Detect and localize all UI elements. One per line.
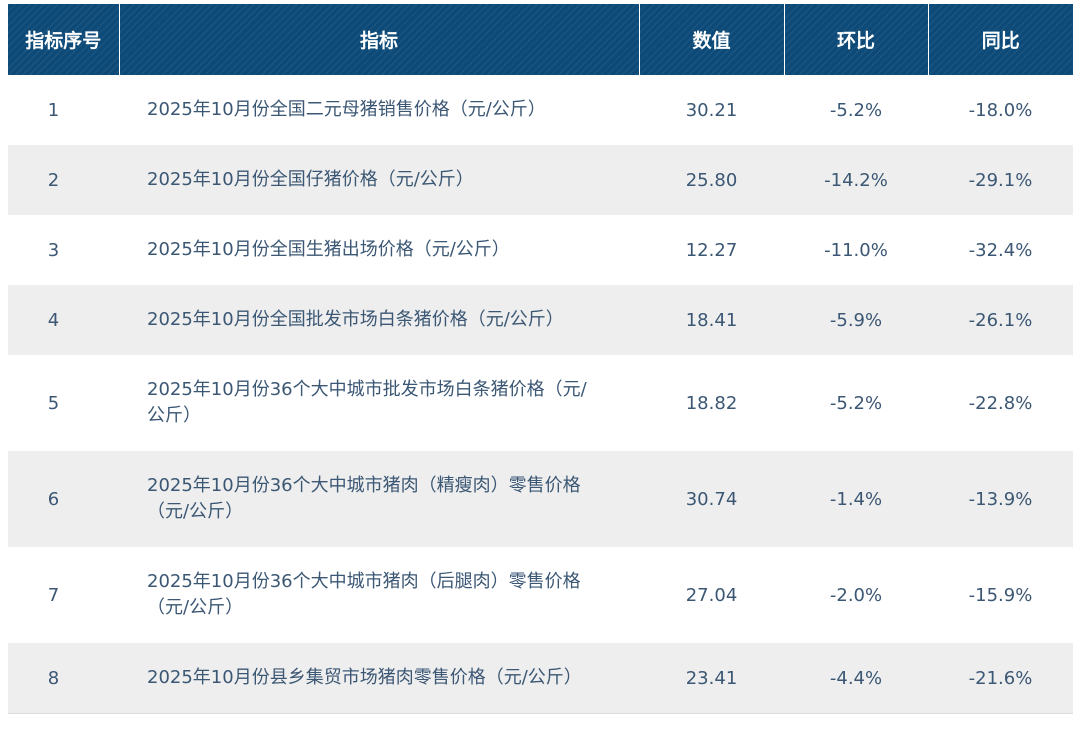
table-row: 2 2025年10月份全国仔猪价格（元/公斤） 25.80 -14.2% -29… xyxy=(8,145,1073,215)
row-year-on-year: -22.8% xyxy=(928,355,1073,451)
row-value: 23.41 xyxy=(639,643,784,714)
row-month-on-month: -14.2% xyxy=(784,145,928,215)
row-indicator-name: 2025年10月份县乡集贸市场猪肉零售价格（元/公斤） xyxy=(119,643,639,714)
row-indicator-name: 2025年10月份全国生猪出场价格（元/公斤） xyxy=(119,215,639,285)
row-index: 5 xyxy=(8,355,119,451)
row-month-on-month: -5.9% xyxy=(784,285,928,355)
row-indicator-name: 2025年10月份36个大中城市批发市场白条猪价格（元/公斤） xyxy=(119,355,639,451)
header-indicator: 指标 xyxy=(118,4,639,75)
row-index: 2 xyxy=(8,145,119,215)
row-month-on-month: -2.0% xyxy=(784,547,928,643)
row-month-on-month: -1.4% xyxy=(784,451,928,547)
row-indicator-name: 2025年10月份全国批发市场白条猪价格（元/公斤） xyxy=(119,285,639,355)
header-indicator-number: 指标序号 xyxy=(8,4,119,75)
table-row: 5 2025年10月份36个大中城市批发市场白条猪价格（元/公斤） 18.82 … xyxy=(8,355,1073,451)
row-value: 25.80 xyxy=(639,145,784,215)
row-year-on-year: -29.1% xyxy=(928,145,1073,215)
row-value: 30.74 xyxy=(639,451,784,547)
table-row: 8 2025年10月份县乡集贸市场猪肉零售价格（元/公斤） 23.41 -4.4… xyxy=(8,643,1073,714)
row-month-on-month: -11.0% xyxy=(784,215,928,285)
row-index: 7 xyxy=(8,547,119,643)
header-month-on-month: 环比 xyxy=(783,4,928,75)
header-year-on-year: 同比 xyxy=(927,4,1073,75)
table-header-row: 指标序号 指标 数值 环比 同比 xyxy=(8,4,1073,75)
row-year-on-year: -26.1% xyxy=(928,285,1073,355)
row-index: 6 xyxy=(8,451,119,547)
row-index: 3 xyxy=(8,215,119,285)
row-month-on-month: -4.4% xyxy=(784,643,928,714)
row-year-on-year: -18.0% xyxy=(928,75,1073,145)
row-indicator-name: 2025年10月份36个大中城市猪肉（后腿肉）零售价格（元/公斤） xyxy=(119,547,639,643)
row-year-on-year: -32.4% xyxy=(928,215,1073,285)
row-month-on-month: -5.2% xyxy=(784,75,928,145)
row-value: 27.04 xyxy=(639,547,784,643)
row-value: 18.82 xyxy=(639,355,784,451)
row-value: 30.21 xyxy=(639,75,784,145)
table-row: 4 2025年10月份全国批发市场白条猪价格（元/公斤） 18.41 -5.9%… xyxy=(8,285,1073,355)
table-row: 1 2025年10月份全国二元母猪销售价格（元/公斤） 30.21 -5.2% … xyxy=(8,75,1073,145)
row-year-on-year: -13.9% xyxy=(928,451,1073,547)
row-year-on-year: -21.6% xyxy=(928,643,1073,714)
row-indicator-name: 2025年10月份全国仔猪价格（元/公斤） xyxy=(119,145,639,215)
header-value: 数值 xyxy=(638,4,784,75)
row-value: 12.27 xyxy=(639,215,784,285)
table-row: 7 2025年10月份36个大中城市猪肉（后腿肉）零售价格（元/公斤） 27.0… xyxy=(8,547,1073,643)
table-row: 6 2025年10月份36个大中城市猪肉（精瘦肉）零售价格（元/公斤） 30.7… xyxy=(8,451,1073,547)
row-indicator-name: 2025年10月份36个大中城市猪肉（精瘦肉）零售价格（元/公斤） xyxy=(119,451,639,547)
row-indicator-name: 2025年10月份全国二元母猪销售价格（元/公斤） xyxy=(119,75,639,145)
row-index: 1 xyxy=(8,75,119,145)
row-month-on-month: -5.2% xyxy=(784,355,928,451)
row-value: 18.41 xyxy=(639,285,784,355)
table-row: 3 2025年10月份全国生猪出场价格（元/公斤） 12.27 -11.0% -… xyxy=(8,215,1073,285)
price-indicator-table: 指标序号 指标 数值 环比 同比 1 2025年10月份全国二元母猪销售价格（元… xyxy=(8,4,1073,714)
row-index: 4 xyxy=(8,285,119,355)
row-year-on-year: -15.9% xyxy=(928,547,1073,643)
row-index: 8 xyxy=(8,643,119,714)
